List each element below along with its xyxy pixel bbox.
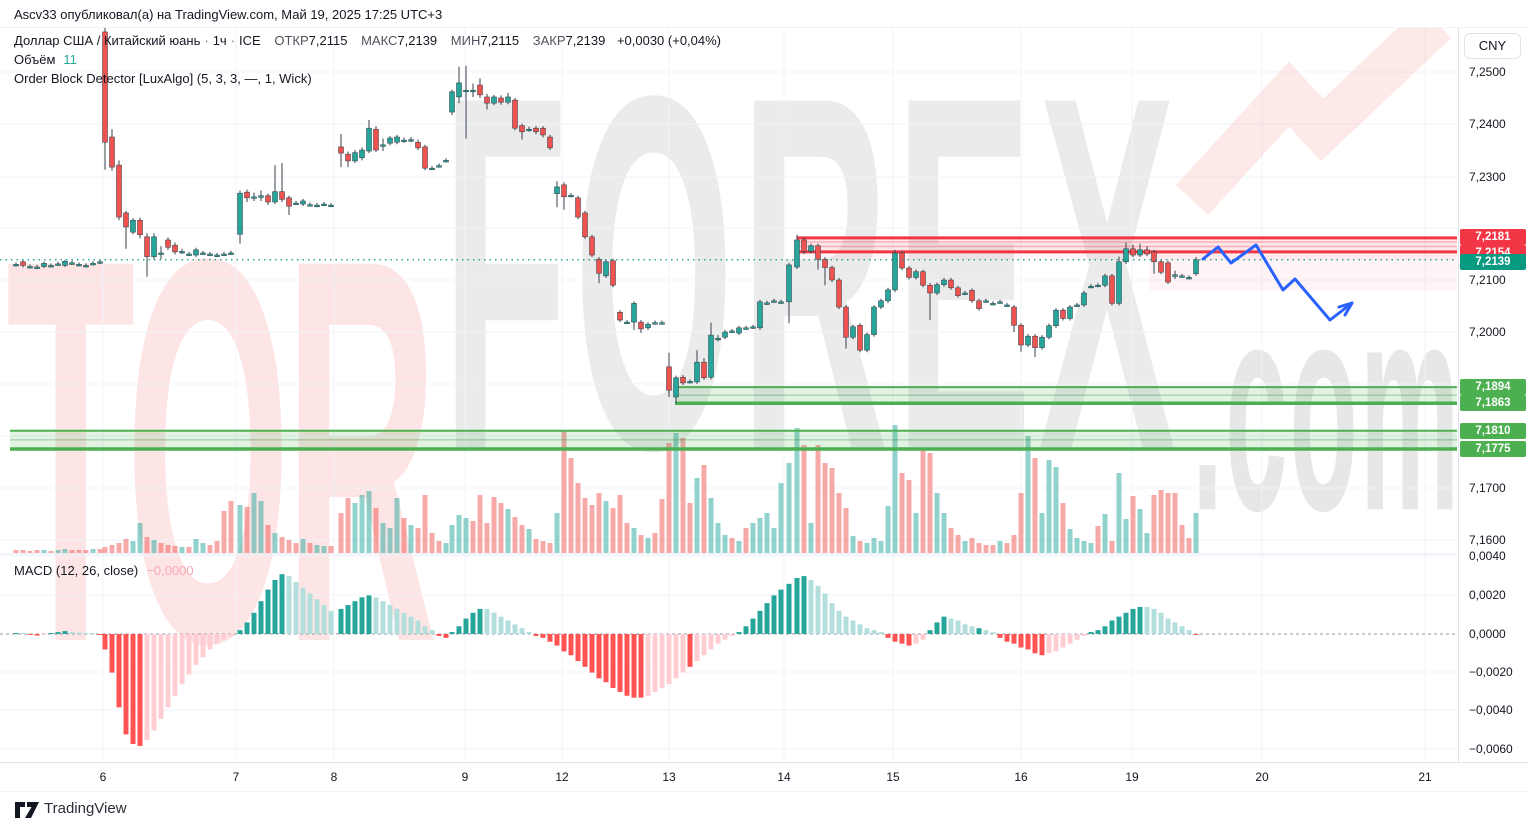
- order-block-detector-label[interactable]: Order Block Detector [LuxAlgo] (5, 3, 3,…: [14, 71, 312, 86]
- close-label: ЗАКР: [532, 33, 566, 48]
- tradingview-brand[interactable]: TradingView: [44, 800, 127, 817]
- price-badge-7_1775: 7,1775: [1460, 441, 1526, 457]
- price-tick-label: 0,0040: [1469, 549, 1506, 563]
- price-tick-label: −0,0040: [1469, 703, 1513, 717]
- time-tick-label-13: 13: [662, 770, 676, 784]
- projection-arrow[interactable]: [1201, 243, 1354, 322]
- price-tick-label: 0,0020: [1469, 588, 1506, 602]
- publish-bar: Ascv33 опубликовал(а) на TradingView.com…: [0, 0, 1528, 28]
- high-value: 7,2139: [397, 33, 438, 48]
- publish-text: Ascv33 опубликовал(а) на TradingView.com…: [14, 7, 443, 22]
- time-tick-label-14: 14: [777, 770, 791, 784]
- time-tick-label-16: 16: [1014, 770, 1028, 784]
- interval-label[interactable]: 1ч: [212, 33, 227, 48]
- time-tick-label-19: 19: [1125, 770, 1139, 784]
- price-tick-label: −0,0020: [1469, 665, 1513, 679]
- time-tick-label-15: 15: [886, 770, 900, 784]
- price-badge-7_1863: 7,1863: [1460, 395, 1526, 411]
- price-tick-label: 7,2400: [1469, 117, 1506, 131]
- time-tick-label-20: 20: [1255, 770, 1269, 784]
- brand-arrow-watermark: [1175, 6, 1452, 215]
- time-scale[interactable]: 6 7 8 9 12 13 14 15 16 19 20 21: [0, 762, 1528, 792]
- price-badge-7_1810: 7,1810: [1460, 423, 1526, 439]
- candles: [13, 9, 1199, 404]
- chart-legend: Доллар США / Китайский юань · 1ч · ICE ОТКР7…: [14, 33, 721, 90]
- price-badge-7_2181: 7,2181: [1460, 229, 1526, 245]
- footer: TradingView: [0, 792, 1528, 828]
- macd-legend[interactable]: MACD (12, 26, close) −0,0000: [14, 563, 194, 578]
- price-tick-label: −0,0060: [1469, 742, 1513, 756]
- price-tick-label: 7,1700: [1469, 481, 1506, 495]
- volume-value: 11: [63, 52, 77, 67]
- time-tick-label-8: 8: [330, 770, 338, 784]
- order-block-zones: [10, 236, 1457, 451]
- tradingview-logo-icon[interactable]: [14, 800, 40, 820]
- time-tick-label-9: 9: [461, 770, 469, 784]
- price-scale[interactable]: CNY 7,25007,24007,23007,21007,20007,1900…: [1458, 28, 1528, 762]
- low-label: МИН: [450, 33, 481, 48]
- time-tick-label-12: 12: [555, 770, 569, 784]
- change-value: +0,0030 (+0,04%): [616, 33, 722, 48]
- close-value: 7,2139: [565, 33, 606, 48]
- price-tick-label: 7,1600: [1469, 533, 1506, 547]
- price-tick-label: 7,2500: [1469, 65, 1506, 79]
- price-tick-label: 7,2300: [1469, 170, 1506, 184]
- symbol-title[interactable]: Доллар США / Китайский юань: [14, 33, 201, 48]
- watermark-com: .com: [1192, 241, 1462, 573]
- indicator-row[interactable]: Order Block Detector [LuxAlgo] (5, 3, 3,…: [14, 71, 721, 86]
- chart-canvas[interactable]: [0, 0, 1528, 792]
- symbol-row: Доллар США / Китайский юань · 1ч · ICE ОТКР7…: [14, 33, 722, 48]
- grid-lines: [0, 28, 1457, 762]
- price-badge-7_2139: 7,2139: [1460, 254, 1526, 270]
- open-value: 7,2115: [308, 33, 348, 48]
- price-tick-label: 7,2100: [1469, 273, 1506, 287]
- volume-label[interactable]: Объём: [14, 52, 56, 67]
- price-tick-label: 0,0000: [1469, 627, 1506, 641]
- time-tick-label-7: 7: [232, 770, 240, 784]
- low-value: 7,2115: [480, 33, 520, 48]
- macd-value: −0,0000: [146, 563, 194, 578]
- time-tick-label-21: 21: [1418, 770, 1432, 784]
- currency-button[interactable]: CNY: [1464, 33, 1521, 59]
- macd-label[interactable]: MACD (12, 26, close): [14, 563, 139, 578]
- open-label: ОТКР: [274, 33, 309, 48]
- volume-row: Объём 11: [14, 52, 721, 67]
- time-tick-label-6: 6: [99, 770, 107, 784]
- price-badge-7_1894: 7,1894: [1460, 379, 1526, 395]
- macd-histogram: [0, 574, 1457, 746]
- exchange-label: ICE: [239, 33, 261, 48]
- high-label: МАКС: [361, 33, 398, 48]
- volume-bars: [13, 425, 1199, 553]
- price-tick-label: 7,2000: [1469, 325, 1506, 339]
